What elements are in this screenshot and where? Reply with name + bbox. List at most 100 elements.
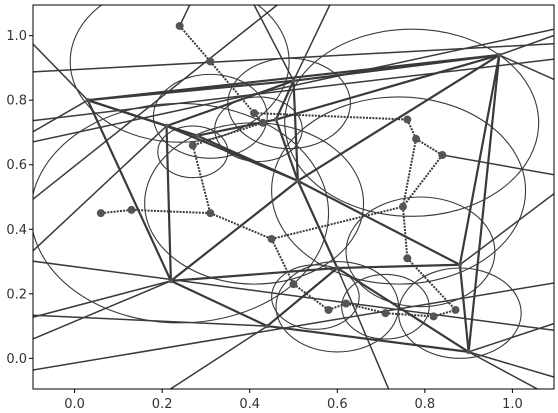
voronoi-vertex-point xyxy=(250,109,259,118)
y-tick-label: 1.0 xyxy=(6,29,27,44)
voronoi-vertex-point xyxy=(412,134,421,143)
x-tick-label: 1.0 xyxy=(502,397,523,412)
ray-line-14 xyxy=(33,280,172,340)
ray-line-13 xyxy=(33,280,172,318)
delaunay-edge-26 xyxy=(336,267,470,353)
site-point xyxy=(291,78,296,84)
delaunay-edge-5 xyxy=(293,53,500,82)
y-tick-label: 0.4 xyxy=(6,223,27,238)
ray-line-0 xyxy=(33,42,554,73)
ray-line-19 xyxy=(292,5,331,82)
ray-line-21 xyxy=(336,267,390,389)
voronoi-vertex-point xyxy=(398,202,407,211)
y-tick-label: 0.2 xyxy=(6,287,27,302)
voronoi-vertex-point xyxy=(175,21,184,30)
plot-frame xyxy=(32,4,555,390)
ray-line-12 xyxy=(33,314,268,327)
voronoi-vertex-point xyxy=(451,305,460,314)
circumcircle-13 xyxy=(214,96,303,163)
voronoi-vertex-point xyxy=(438,151,447,160)
voronoi-vertex-point xyxy=(206,209,215,218)
voronoi-vertex-point xyxy=(289,280,298,289)
site-point xyxy=(273,117,279,122)
ray-line-5 xyxy=(33,99,89,133)
ray-line-18 xyxy=(253,5,295,82)
delaunay-edge-9 xyxy=(275,53,500,121)
delaunay-edge-25 xyxy=(266,267,338,327)
x-tick-label: 0.6 xyxy=(327,397,348,412)
voronoi-vertex-point xyxy=(342,299,351,308)
ray-line-23 xyxy=(33,125,168,252)
site-point xyxy=(85,97,90,103)
delaunay-edge-18 xyxy=(196,134,299,182)
delaunay-edge-10 xyxy=(297,54,500,182)
ray-line-20 xyxy=(459,192,554,266)
voronoi-vertex-point xyxy=(429,312,438,321)
x-tick-label: 0.0 xyxy=(64,397,85,412)
y-tick-label: 0.8 xyxy=(6,94,27,109)
voronoi-edge-0 xyxy=(178,25,212,63)
ray-line-1 xyxy=(33,28,554,143)
circumcircle-11 xyxy=(341,273,430,340)
ray-line-11 xyxy=(169,325,268,389)
delaunay-edge-22 xyxy=(170,266,338,282)
voronoi-vertex-point xyxy=(403,254,412,263)
ray-line-8 xyxy=(468,322,554,353)
voronoi-edge-12 xyxy=(401,206,409,259)
voronoi-edge-8 xyxy=(131,208,211,215)
voronoi-edge-18 xyxy=(345,302,386,315)
delaunay-edge-21 xyxy=(297,179,461,266)
delaunay-edge-12 xyxy=(467,54,501,353)
x-axis: 0.0 0.2 0.4 0.6 0.8 1.0 xyxy=(64,389,523,412)
delaunay-edge-20 xyxy=(296,180,339,269)
circumcircle-0 xyxy=(69,5,290,143)
voronoi-vertex-point xyxy=(206,57,215,66)
delaunay-edge-19 xyxy=(170,180,299,282)
voronoi-edge-10 xyxy=(209,212,272,240)
site-point xyxy=(265,323,270,329)
delaunay-edge-24 xyxy=(337,263,460,270)
delaunay-edge-8 xyxy=(292,80,299,181)
delaunay-edge-7 xyxy=(274,80,295,121)
voronoi-vertex-point xyxy=(381,309,390,318)
site-point xyxy=(168,278,174,284)
site-point xyxy=(497,52,502,58)
circumcircle-3 xyxy=(284,28,540,217)
ray-line-15 xyxy=(33,282,554,371)
voronoi-edge-19 xyxy=(385,312,434,318)
voronoi-edge-14 xyxy=(406,257,457,311)
delaunay-edge-23 xyxy=(170,279,268,328)
ray-line-10 xyxy=(468,351,539,389)
ray-line-16 xyxy=(33,260,554,332)
x-tick-label: 0.4 xyxy=(239,397,260,412)
circumcircle-6 xyxy=(144,122,365,285)
circumcircle-4 xyxy=(271,96,527,285)
site-point xyxy=(164,123,169,129)
delaunay-edge-28 xyxy=(267,324,469,353)
ray-line-17 xyxy=(178,5,191,27)
site-point xyxy=(335,265,340,271)
site-point xyxy=(194,133,200,138)
x-tick-label: 0.8 xyxy=(415,397,436,412)
delaunay-edge-6 xyxy=(166,79,294,128)
ray-line-9 xyxy=(468,351,554,378)
delaunay-edge-3 xyxy=(86,99,172,282)
x-tick-label: 0.2 xyxy=(152,397,173,412)
voronoi-edge-15 xyxy=(270,238,295,285)
voronoi-vertex-point xyxy=(324,305,333,314)
delaunay-edge-17 xyxy=(274,119,299,182)
ray-line-6 xyxy=(499,34,554,56)
voronoi-vertex-point xyxy=(127,205,136,214)
delaunay-edge-11 xyxy=(458,54,501,265)
voronoi-edge-1 xyxy=(209,60,255,114)
delaunay-edge-15 xyxy=(165,125,173,281)
y-tick-label: 0.6 xyxy=(6,158,27,173)
voronoi-vertex-point xyxy=(96,209,105,218)
ray-line-2 xyxy=(33,5,279,201)
site-point xyxy=(466,349,471,355)
voronoi-edge-7 xyxy=(191,145,212,214)
y-tick-label: 0.0 xyxy=(6,352,27,367)
ray-line-7 xyxy=(498,54,554,81)
ray-line-3 xyxy=(33,58,554,122)
